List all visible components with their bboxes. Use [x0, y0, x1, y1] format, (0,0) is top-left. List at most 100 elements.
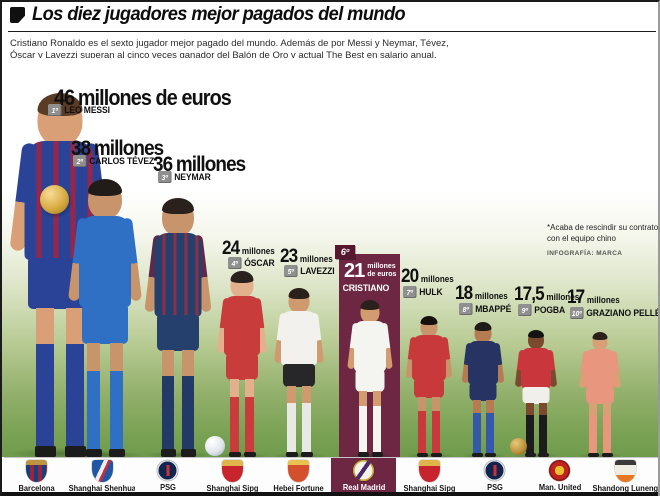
clubs-footer: Barcelona Shanghai Shenhua PSG Shanghai Sip… [4, 457, 658, 493]
subtitle-line-2: Óscar y Lavezzi superan al cinco veces g… [10, 50, 437, 62]
player-leg [36, 308, 54, 348]
player-sock [603, 415, 611, 453]
footnote: *Acaba de rescindir su contrato con el e… [547, 223, 659, 258]
player-leg [230, 379, 239, 400]
title-divider [8, 31, 656, 32]
player-figure-pogba [511, 330, 561, 459]
player-sock [473, 413, 481, 453]
player-hair [528, 330, 544, 338]
player-shadow [6, 448, 114, 459]
player-name-label: MBAPPÉ [475, 303, 512, 315]
salary-amount: 23 [280, 246, 298, 267]
player-sock [182, 376, 194, 449]
salary-unit: millones [241, 246, 275, 256]
salary-unit: millones de euros [77, 85, 232, 110]
salary-unit: millones [93, 137, 164, 160]
rank-badge: 5º [284, 265, 298, 277]
club-cell-barcelona: Barcelona [4, 458, 69, 493]
salary-unit: millones [420, 274, 454, 284]
salary-amount: 24 [222, 238, 240, 259]
player-shadow [66, 450, 144, 459]
club-cell-realmadrid: Real Madrid [331, 458, 397, 493]
player-sock [36, 344, 54, 446]
salary-amount: 38 [71, 137, 91, 160]
player-sock [539, 415, 547, 453]
player-torso [354, 321, 386, 372]
bottom-border-bar [2, 492, 658, 496]
player-sock [373, 406, 381, 452]
club-name-label: Shanghai Shenhua [69, 483, 135, 493]
footnote-line-2: con el equipo chino [547, 233, 616, 243]
rank-badge: 9º [518, 304, 532, 316]
player-sock [432, 411, 440, 453]
player-leg [182, 350, 194, 379]
player-name-label: HULK [419, 286, 443, 298]
white-football-icon [205, 436, 225, 456]
club-name-label: Hebei Fortune [273, 483, 324, 493]
salary-label-lavezzi: 23 millones [280, 247, 333, 267]
player-sock [526, 415, 534, 453]
club-logo-manutd-icon [549, 460, 571, 481]
club-name-label: PSG [486, 482, 503, 492]
rank-badge: 4º [228, 257, 242, 269]
player-name-row-lavezzi: 5º LAVEZZI [284, 265, 335, 277]
club-cell-shenhua: Shanghai Shenhua [69, 458, 135, 493]
player-boot [109, 449, 125, 457]
rank-badge-cristiano: 6º [335, 245, 355, 259]
player-sock [287, 403, 296, 452]
player-sock [110, 371, 123, 449]
club-cell-manutd: Man. United [527, 458, 592, 493]
player-leg [418, 397, 426, 413]
salary-amount: 17,5 [514, 284, 545, 305]
player-hair [288, 288, 310, 299]
player-torso [224, 296, 260, 356]
player-name-row-hulk: 7º HULK [403, 286, 443, 298]
player-leg [526, 403, 534, 418]
club-cell-hebei: Hebei Fortune [266, 458, 331, 493]
player-name-row-mbappe: 8º MBAPPÉ [459, 303, 511, 315]
player-leg [603, 403, 611, 418]
player-shadow [215, 453, 269, 459]
player-sock [418, 411, 426, 453]
player-leg [539, 403, 547, 418]
salary-amount: 21 [344, 260, 365, 282]
player-leg [162, 350, 174, 379]
footnote-line-1: *Acaba de rescindir su contrato [547, 223, 659, 232]
player-sock [162, 376, 174, 449]
club-name-label: Shandong Luneng [592, 483, 659, 493]
player-hair [420, 316, 438, 325]
player-shadow [460, 453, 506, 459]
player-shadow [513, 453, 559, 459]
club-cell-shandong: Shandong Luneng [593, 458, 658, 493]
rank-badge: 1º [48, 104, 62, 116]
salary-unit: millones [546, 292, 580, 302]
player-torso [281, 311, 317, 366]
player-leg [473, 400, 481, 416]
player-leg [486, 400, 494, 416]
player-boot [86, 449, 102, 457]
player-sock [302, 403, 311, 452]
player-name-label: LAVEZZI [300, 265, 335, 277]
player-torso [154, 233, 202, 317]
player-boot [229, 452, 241, 457]
player-sock [486, 413, 494, 453]
player-boot [525, 453, 536, 457]
salary-label-mbappe: 18 millones [455, 284, 508, 304]
player-torso [584, 349, 616, 389]
player-name-label: CARLOS TÉVEZ* [89, 155, 158, 167]
player-shadow [272, 453, 326, 459]
player-sock [87, 371, 100, 449]
player-boot [431, 453, 442, 457]
player-name-row-oscar: 4º ÓSCAR [228, 257, 275, 269]
player-hair [230, 271, 254, 283]
salary-label-neymar: 36 millones [153, 153, 246, 177]
rank-badge: 8º [459, 303, 473, 315]
player-name-row-carlos-tevez: 2º CARLOS TÉVEZ* [73, 155, 157, 167]
club-logo-realmadrid-icon [353, 460, 375, 481]
player-boot [602, 453, 613, 457]
player-name-cristiano: CRISTIANO [342, 283, 390, 294]
player-shadow [142, 451, 214, 459]
player-boot [286, 452, 298, 457]
player-name-label: LEO MESSI [64, 104, 110, 116]
